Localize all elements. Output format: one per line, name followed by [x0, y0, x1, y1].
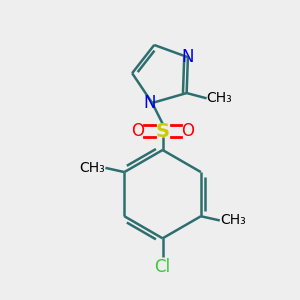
Text: N: N [144, 94, 156, 112]
Text: S: S [156, 122, 170, 141]
Text: O: O [182, 122, 194, 140]
Text: CH₃: CH₃ [206, 91, 232, 105]
Text: CH₃: CH₃ [79, 161, 105, 175]
Text: CH₃: CH₃ [220, 214, 246, 227]
Text: O: O [131, 122, 144, 140]
Text: Cl: Cl [154, 258, 171, 276]
Text: N: N [182, 48, 194, 66]
